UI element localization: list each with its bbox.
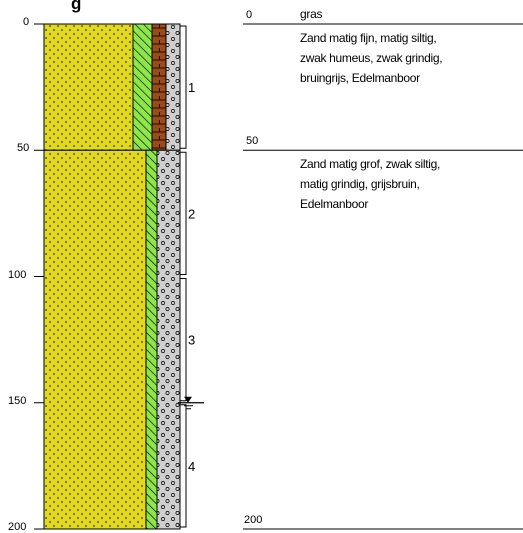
depth-tick-label: 100 xyxy=(8,268,27,281)
sample-label: 3 xyxy=(188,333,195,348)
sample-label: 1 xyxy=(188,80,195,95)
layer-top-depth: 50 xyxy=(246,135,259,148)
depth-tick-label: 0 xyxy=(23,16,30,28)
layer-1-silt-column xyxy=(132,23,153,151)
layer-2-gravel-column xyxy=(156,149,181,530)
depth-tick-label: 200 xyxy=(8,521,27,533)
sample-bracket-1 xyxy=(180,25,187,149)
depth-tick-label: 150 xyxy=(8,394,27,407)
layer-2-sand-column xyxy=(43,149,147,530)
depth-tick-label: 50 xyxy=(17,142,30,155)
layer-description-line: Zand matig fijn, matig siltig, xyxy=(300,31,437,45)
layer-description-line: zwak humeus, zwak grindig, xyxy=(300,51,443,65)
layer-top-depth: 0 xyxy=(246,9,253,21)
bottom-depth-label: 200 xyxy=(244,514,263,526)
layer-1-gravel-column xyxy=(165,23,181,151)
sample-bracket-3 xyxy=(180,278,187,402)
sample-label: 2 xyxy=(188,206,195,221)
layer-description-line: Zand matig grof, zwak siltig, xyxy=(300,157,441,172)
layer-1-humus-column xyxy=(151,23,167,151)
layer-top-label: gras xyxy=(300,7,323,21)
layer-1-sand-column xyxy=(43,23,134,151)
sample-bracket-4 xyxy=(180,404,187,528)
layer-description-line: bruingrijs, Edelmanboor xyxy=(300,71,420,85)
sample-label: 4 xyxy=(188,459,195,474)
groundwater-level-icon xyxy=(184,396,192,403)
header-title-fragment: g xyxy=(71,0,82,13)
layer-description-line: Edelmanboor xyxy=(300,197,369,212)
sample-bracket-2 xyxy=(180,151,187,275)
layer-2-silt-column xyxy=(145,149,158,530)
layer-description-line: matig grindig, grijsbruin, xyxy=(300,177,420,192)
